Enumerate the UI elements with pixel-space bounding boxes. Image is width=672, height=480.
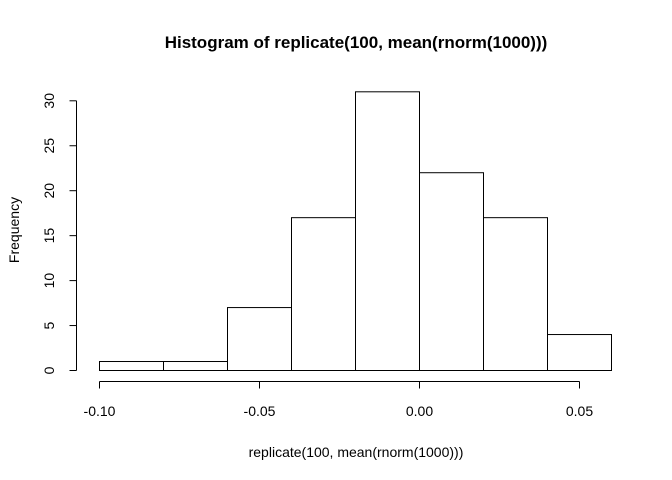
x-tick-label: 0.05 bbox=[566, 403, 593, 419]
histogram-bar bbox=[291, 217, 356, 371]
y-tick-label: 10 bbox=[41, 273, 57, 289]
y-tick-label: 20 bbox=[41, 183, 57, 199]
x-axis: -0.10 -0.05 0.00 0.05 bbox=[84, 381, 593, 419]
y-tick-label: 0 bbox=[41, 366, 57, 374]
y-axis: 0 5 10 15 20 25 30 bbox=[41, 93, 77, 374]
histogram-bar bbox=[99, 361, 164, 372]
chart-title: Histogram of replicate(100, mean(rnorm(1… bbox=[165, 33, 548, 52]
x-tick-label: -0.10 bbox=[84, 403, 116, 419]
y-tick-label: 5 bbox=[41, 321, 57, 329]
x-tick-label: 0.00 bbox=[406, 403, 433, 419]
histogram-bar bbox=[547, 334, 612, 372]
y-tick-label: 15 bbox=[41, 228, 57, 244]
bars-group bbox=[99, 91, 612, 372]
histogram-bar bbox=[227, 307, 292, 372]
histogram-bar bbox=[483, 217, 548, 371]
y-tick-label: 25 bbox=[41, 138, 57, 154]
x-tick-label: -0.05 bbox=[244, 403, 276, 419]
y-tick-label: 30 bbox=[41, 93, 57, 109]
histogram-bar bbox=[163, 361, 228, 372]
histogram-bar bbox=[355, 91, 420, 371]
histogram-bar bbox=[419, 172, 484, 371]
x-axis-label: replicate(100, mean(rnorm(1000))) bbox=[249, 444, 464, 460]
y-axis-label: Frequency bbox=[6, 197, 22, 263]
